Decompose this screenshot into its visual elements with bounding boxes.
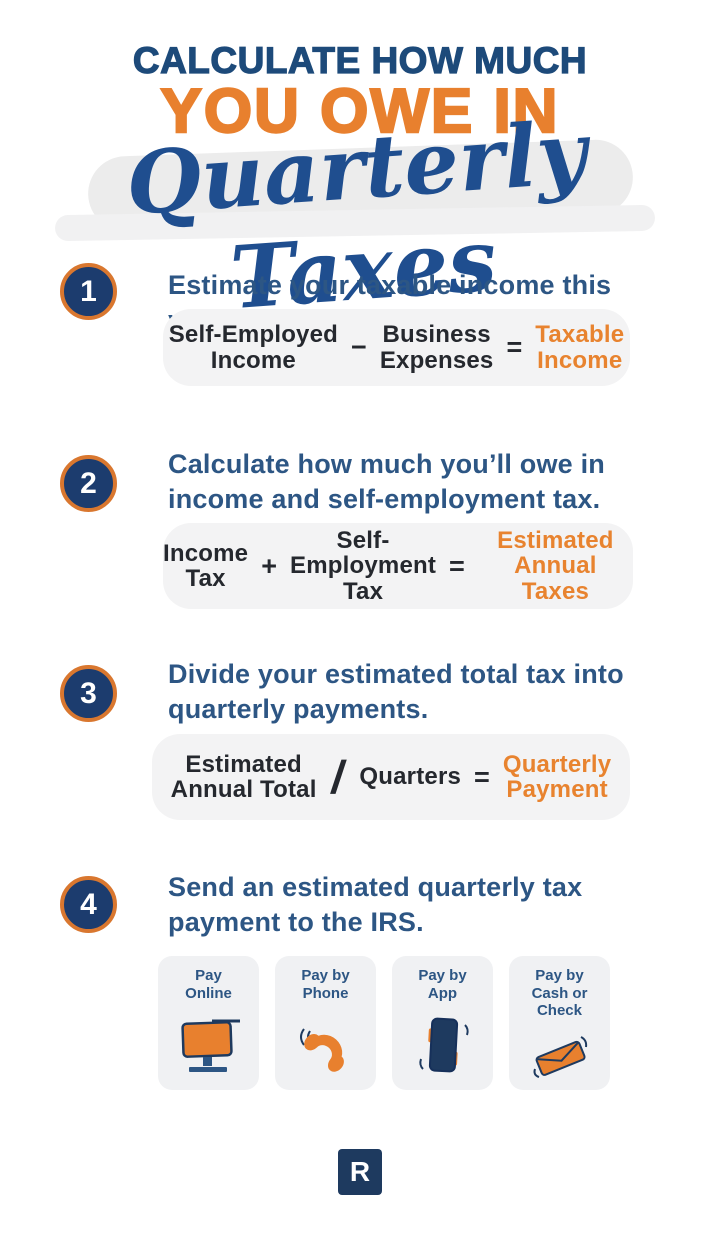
step-3-heading: Divide your estimated total tax into qua… xyxy=(168,657,648,726)
formula-term-line: Quarters xyxy=(359,763,462,791)
step-4-heading-line: payment to the IRS. xyxy=(168,906,424,937)
formula-result-line: Income xyxy=(537,346,623,374)
step-3-formula-box: Estimated Annual Total / Quarters = Quar… xyxy=(152,734,630,820)
step-1-formula-box: Self-Employed Income − Business Expenses… xyxy=(163,309,630,386)
formula-term: Self-Employed Income xyxy=(169,322,338,373)
payment-card-label-line: App xyxy=(427,984,458,1002)
payment-card-label-line: Pay by xyxy=(535,967,584,984)
smartphone-icon xyxy=(392,1002,493,1090)
payment-card-label: Pay Online xyxy=(185,967,232,1002)
formula-result-line: Quarterly xyxy=(502,750,612,778)
step-4-heading: Send an estimated quarterly tax payment … xyxy=(168,870,638,939)
equals-operator: = xyxy=(506,332,523,362)
formula-term: Estimated Annual Total xyxy=(170,750,317,803)
payment-card-label-line: Pay xyxy=(195,967,222,984)
formula-term-line: Income xyxy=(163,539,249,567)
equals-operator: = xyxy=(474,761,490,792)
step-4-heading-line: Send an estimated quarterly tax xyxy=(168,872,583,902)
formula-term-line: Self- xyxy=(336,526,390,554)
payment-card-phone: Pay by Phone xyxy=(275,956,376,1090)
minus-operator: − xyxy=(351,332,367,362)
formula-result-line: Annual Taxes xyxy=(514,552,597,605)
step-4-number: 4 xyxy=(80,887,97,921)
formula-term-line: Employment xyxy=(290,552,437,580)
payment-card-cash-check: Pay by Cash or Check xyxy=(509,956,610,1090)
step-2-formula-box: Income Tax + Self- Employment Tax = Esti… xyxy=(163,523,633,609)
formula-term: Quarters xyxy=(359,763,462,791)
payment-card-online: Pay Online xyxy=(158,956,259,1090)
payment-card-app: Pay by App xyxy=(392,956,493,1090)
formula-term-line: Income xyxy=(210,346,296,374)
formula-term-line: Self-Employed xyxy=(168,321,339,349)
payment-card-label-line: Check xyxy=(536,1002,582,1020)
formula-term: Business Expenses xyxy=(380,322,494,373)
step-1-number: 1 xyxy=(80,274,97,308)
formula-result-line: Taxable xyxy=(535,321,625,349)
payment-card-label-line: Pay by xyxy=(418,967,467,984)
payment-card-label-line: Cash or xyxy=(531,984,588,1002)
payment-card-label-line: Pay by xyxy=(301,967,350,984)
step-2-heading-line: income and self-employment tax. xyxy=(168,483,601,514)
formula-term: Income Tax xyxy=(163,539,249,592)
computer-icon xyxy=(158,1002,259,1090)
payment-card-label-line: Online xyxy=(185,984,232,1002)
formula-result: Estimated Annual Taxes xyxy=(478,526,633,605)
step-3-badge: 3 xyxy=(60,665,117,722)
logo-letter: R xyxy=(349,1156,371,1187)
formula-term-line: Tax xyxy=(342,577,384,605)
formula-result: Quarterly Payment xyxy=(502,750,612,803)
formula-result-line: Payment xyxy=(506,776,608,803)
step-2-badge: 2 xyxy=(60,455,117,512)
formula-result: Taxable Income xyxy=(535,322,624,373)
step-1-badge: 1 xyxy=(60,263,117,320)
step-2-heading-line: Calculate how much you’ll owe in xyxy=(168,449,605,479)
payment-card-label-line: Phone xyxy=(302,984,349,1002)
title-line-2: YOU OWE IN xyxy=(159,76,560,147)
divide-operator: / xyxy=(327,751,349,803)
plus-operator: + xyxy=(261,550,278,581)
formula-term-line: Expenses xyxy=(379,346,494,374)
step-4-badge: 4 xyxy=(60,876,117,933)
step-3-heading-line: Divide your estimated total tax into xyxy=(168,659,624,689)
step-2-heading: Calculate how much you’ll owe in income … xyxy=(168,447,638,516)
payment-options-row: Pay Online Pay by Phone xyxy=(158,956,610,1090)
phone-icon xyxy=(275,1002,376,1090)
ramsey-logo: R xyxy=(338,1149,382,1195)
step-2-number: 2 xyxy=(80,466,97,500)
equals-operator: = xyxy=(449,550,465,581)
formula-result-line: Estimated xyxy=(497,526,614,554)
title-line-1: CALCULATE HOW MUCH xyxy=(132,39,588,81)
payment-card-label: Pay by Phone xyxy=(301,967,349,1002)
step-3-number: 3 xyxy=(80,676,97,710)
formula-term-line: Annual Total xyxy=(170,776,317,803)
payment-card-label: Pay by App xyxy=(418,967,466,1002)
formula-term-line: Estimated xyxy=(185,750,302,778)
formula-term-line: Business xyxy=(382,321,491,349)
step-3-heading-line: quarterly payments. xyxy=(168,693,429,724)
formula-term: Self- Employment Tax xyxy=(290,526,437,605)
payment-card-label: Pay by Cash or Check xyxy=(532,967,588,1020)
formula-term-line: Tax xyxy=(185,565,226,592)
check-icon xyxy=(509,1020,610,1090)
